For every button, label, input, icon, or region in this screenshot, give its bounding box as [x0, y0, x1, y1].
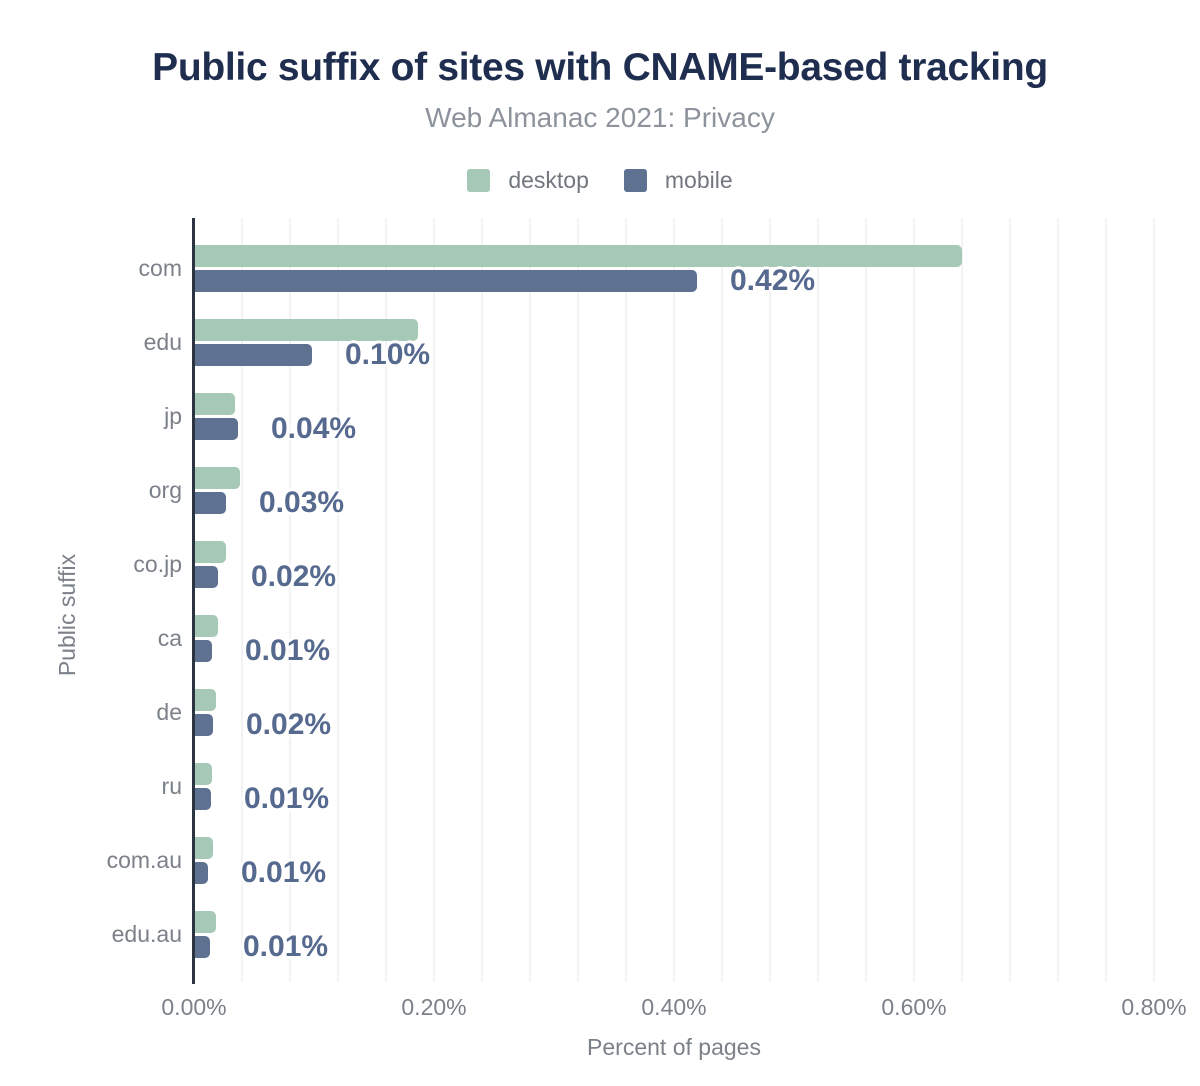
bar-desktop[interactable] — [194, 245, 962, 267]
bar-desktop[interactable] — [194, 689, 216, 711]
bar-mobile[interactable] — [194, 788, 211, 810]
x-tick-label: 0.40% — [641, 994, 707, 1020]
value-label: 0.10% — [345, 338, 431, 371]
bar-mobile[interactable] — [194, 418, 238, 440]
bar-mobile[interactable] — [194, 640, 212, 662]
gridline — [433, 218, 435, 982]
legend-item-label: mobile — [664, 167, 733, 193]
gridline — [577, 218, 579, 982]
gridline — [1105, 218, 1107, 982]
desktop-swatch — [467, 169, 491, 192]
legend-item-desktop[interactable]: desktop — [467, 167, 589, 194]
gridline — [1153, 218, 1155, 982]
chart-title: Public suffix of sites with CNAME-based … — [152, 46, 1048, 89]
legend-item-label: desktop — [508, 167, 589, 193]
bar-mobile[interactable] — [194, 862, 208, 884]
category-label: co.jp — [133, 551, 182, 577]
x-tick-label: 0.20% — [401, 994, 467, 1020]
gridline — [529, 218, 531, 982]
value-label: 0.01% — [241, 856, 327, 889]
bar-desktop[interactable] — [194, 541, 226, 563]
category-label: ru — [161, 773, 182, 799]
bar-desktop[interactable] — [194, 393, 235, 415]
gridline — [913, 218, 915, 982]
legend: desktop mobile — [0, 167, 1200, 194]
gridline — [625, 218, 627, 982]
gridline — [385, 218, 387, 982]
value-label: 0.04% — [271, 412, 357, 445]
gridline — [769, 218, 771, 982]
bar-mobile[interactable] — [194, 714, 213, 736]
category-label: org — [148, 477, 182, 503]
y-axis-line — [192, 218, 195, 984]
value-label: 0.03% — [259, 486, 345, 519]
bar-mobile[interactable] — [194, 566, 218, 588]
gridline — [961, 218, 963, 982]
bar-mobile[interactable] — [194, 492, 226, 514]
x-axis-title: Percent of pages — [587, 1034, 761, 1060]
gridline — [1009, 218, 1011, 982]
bar-desktop[interactable] — [194, 467, 240, 489]
x-tick-label: 0.00% — [161, 994, 227, 1020]
gridline — [337, 218, 339, 982]
category-label: de — [156, 699, 182, 725]
bar-desktop[interactable] — [194, 763, 212, 785]
category-label: ca — [157, 625, 182, 651]
category-label: com — [138, 255, 182, 281]
bar-mobile[interactable] — [194, 270, 697, 292]
gridline — [865, 218, 867, 982]
legend-item-mobile[interactable]: mobile — [623, 167, 733, 194]
x-tick-label: 0.60% — [881, 994, 947, 1020]
gridline — [721, 218, 723, 982]
gridline — [1057, 218, 1059, 982]
y-axis-title: Public suffix — [54, 553, 80, 677]
value-label: 0.02% — [251, 560, 337, 593]
gridline — [673, 218, 675, 982]
category-label: com.au — [106, 847, 182, 873]
mobile-swatch — [623, 169, 647, 192]
gridline — [481, 218, 483, 982]
category-label: edu — [143, 329, 182, 355]
bar-mobile[interactable] — [194, 936, 210, 958]
value-label: 0.01% — [243, 930, 329, 963]
value-label: 0.02% — [246, 708, 332, 741]
bar-mobile[interactable] — [194, 344, 312, 366]
x-tick-label: 0.80% — [1121, 994, 1187, 1020]
category-label: edu.au — [111, 921, 182, 947]
gridline — [817, 218, 819, 982]
value-label: 0.01% — [244, 782, 330, 815]
gridline — [241, 218, 243, 982]
value-label: 0.01% — [245, 634, 331, 667]
bar-desktop[interactable] — [194, 837, 213, 859]
bar-desktop[interactable] — [194, 911, 216, 933]
category-label: jp — [164, 403, 182, 429]
bar-desktop[interactable] — [194, 319, 418, 341]
gridline — [289, 218, 291, 982]
value-label: 0.42% — [730, 264, 816, 297]
chart-subtitle: Web Almanac 2021: Privacy — [425, 102, 775, 133]
bar-desktop[interactable] — [194, 615, 218, 637]
